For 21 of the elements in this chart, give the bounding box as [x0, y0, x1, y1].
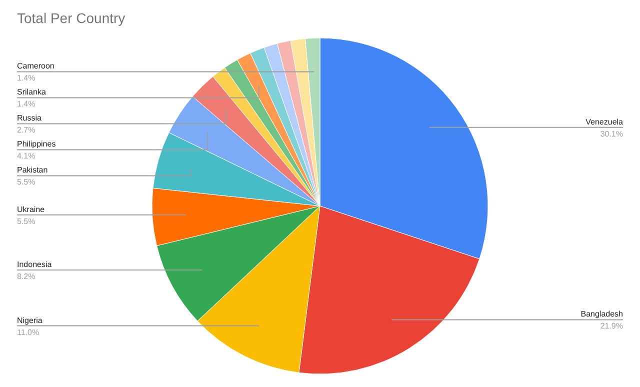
- data-label: 11.0%: [17, 328, 40, 337]
- data-label: 1.4%: [17, 100, 36, 109]
- data-label: 1.4%: [17, 74, 36, 83]
- data-label: 21.9%: [600, 322, 623, 331]
- slice-label: Ukraine: [17, 204, 46, 214]
- slice-label: Cameroon: [17, 62, 54, 71]
- data-label: 30.1%: [600, 129, 623, 138]
- slice-label: Pakistan: [17, 166, 48, 175]
- data-label: 5.5%: [17, 216, 36, 226]
- slice-label: Bangladesh: [580, 310, 623, 319]
- data-label: 5.5%: [17, 178, 36, 187]
- slice-label: Srilanka: [17, 88, 46, 97]
- slice-label: Venezuela: [586, 117, 624, 126]
- data-label: 4.1%: [17, 152, 36, 161]
- slice-label: Russia: [17, 114, 42, 123]
- data-label: 8.2%: [17, 272, 36, 282]
- slice-label: Philippines: [17, 140, 56, 149]
- data-label: 2.7%: [17, 126, 36, 135]
- chart-title: Total Per Country: [17, 10, 126, 26]
- slice-label: Indonesia: [17, 260, 52, 270]
- slice-label: Nigeria: [17, 316, 43, 325]
